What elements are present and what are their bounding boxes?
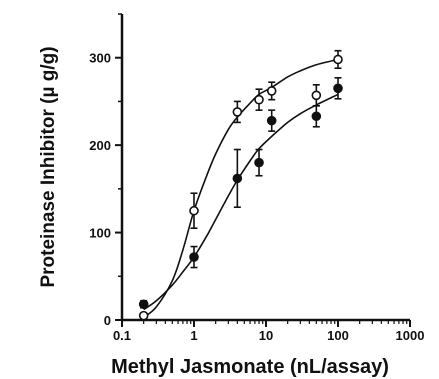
data-point-open — [333, 54, 343, 65]
x-tick-label: 0.1 — [113, 328, 131, 343]
data-point-open — [232, 107, 243, 117]
fit-lines — [143, 58, 339, 319]
x-axis-title: Methyl Jasmonate (nL/assay) — [111, 356, 389, 378]
data-point-filled — [254, 157, 264, 168]
data-point-filled — [232, 173, 243, 184]
data-point-open — [254, 94, 264, 105]
x-tick-label: 100 — [327, 328, 349, 343]
data-point-open — [189, 205, 199, 216]
data-point-open — [266, 86, 277, 96]
y-axis-title: Proteinase Inhibitor (µ g/g) — [38, 46, 59, 287]
data-point-filled — [266, 115, 277, 126]
data-point-filled — [333, 83, 343, 94]
x-tick-label: 1 — [190, 328, 197, 343]
data-point-filled — [138, 299, 149, 310]
data-points — [138, 54, 343, 321]
data-point-filled — [189, 252, 199, 262]
data-point-open — [138, 310, 149, 321]
fit-line-series-2 — [143, 93, 339, 311]
y-tick-label: 300 — [89, 51, 111, 66]
data-point-open — [311, 90, 322, 101]
y-tick-label: 0 — [104, 313, 111, 328]
fit-line-series-1 — [143, 58, 339, 319]
y-tick-label: 200 — [89, 138, 111, 153]
x-tick-label: 1000 — [396, 328, 425, 343]
y-ticks: 0 100 200 300 — [89, 13, 122, 328]
x-ticks: 0.1 1 10 100 1000 — [113, 320, 425, 343]
data-point-filled — [311, 111, 322, 122]
y-tick-label: 100 — [89, 226, 111, 241]
x-tick-label: 10 — [259, 328, 273, 343]
